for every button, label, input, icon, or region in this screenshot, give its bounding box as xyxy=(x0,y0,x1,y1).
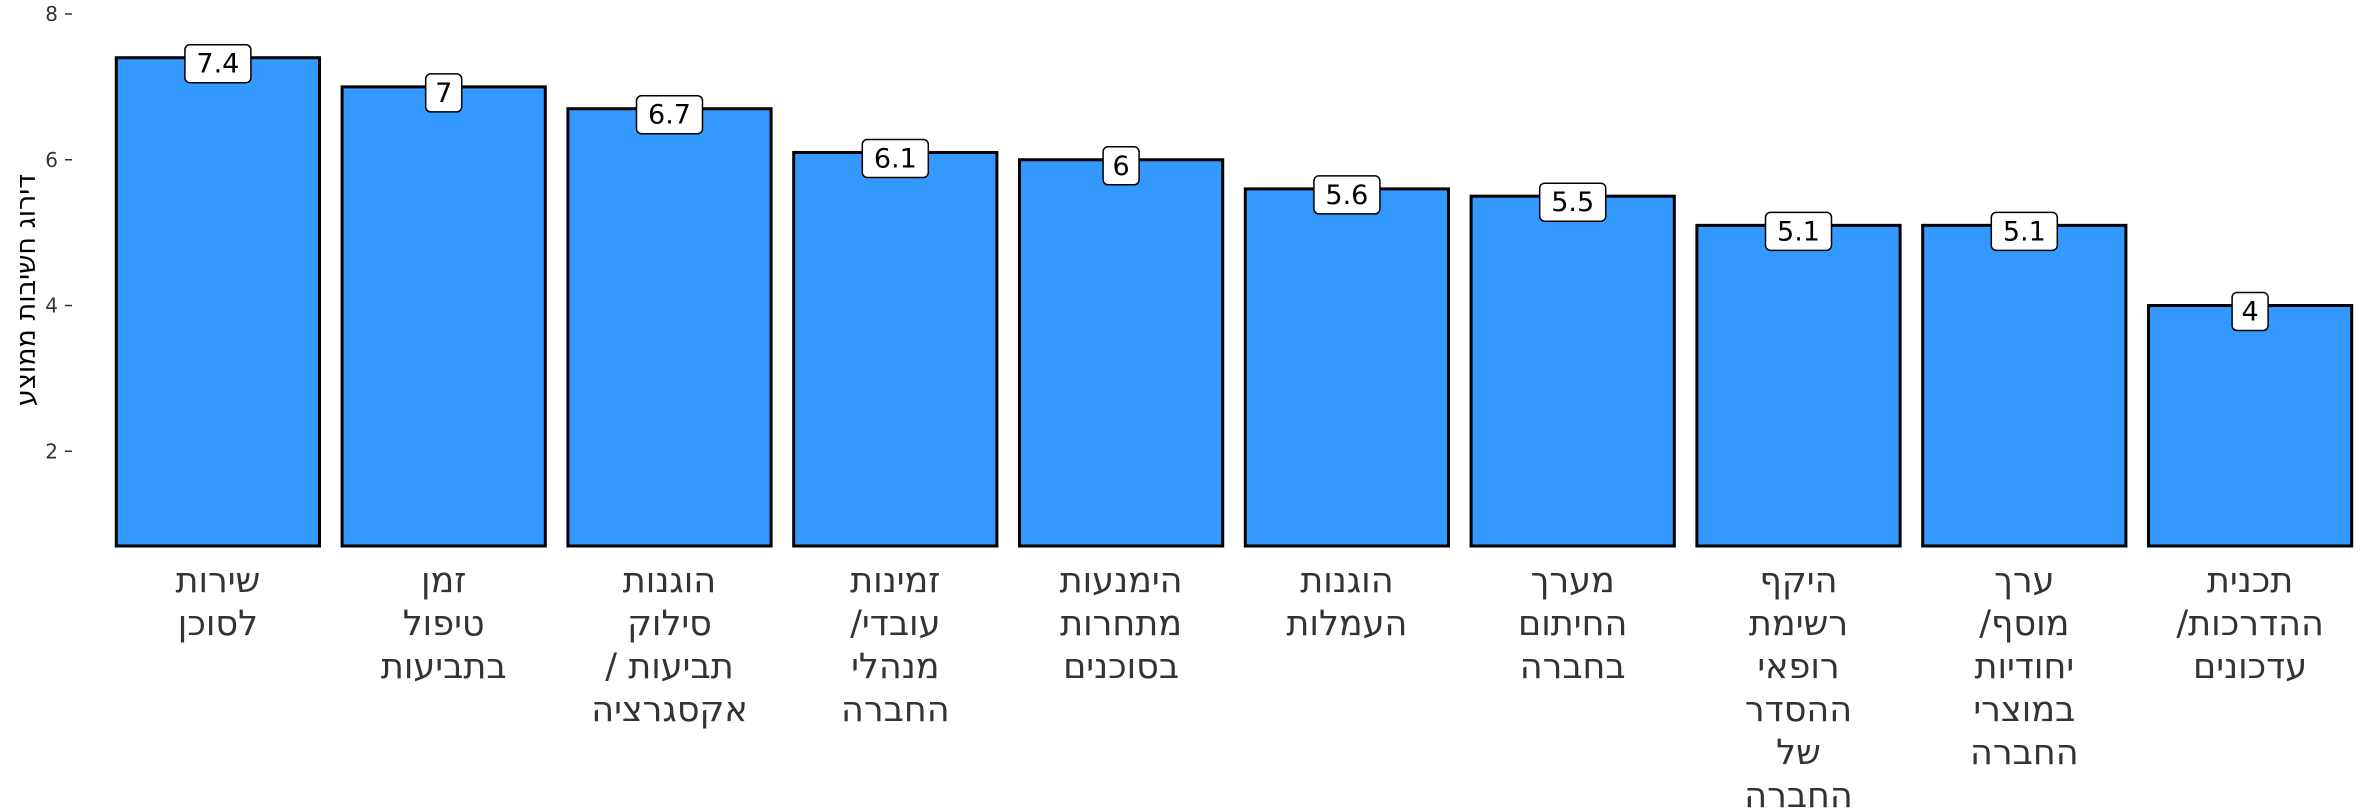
data-label: 6.1 xyxy=(874,143,917,174)
data-label-box xyxy=(1313,175,1381,215)
data-label: 7.4 xyxy=(196,49,239,80)
data-label: 4 xyxy=(2242,297,2259,328)
x-tick-label: הוגנות xyxy=(1300,561,1393,601)
x-tick-label: שירות xyxy=(175,561,260,601)
x-tick-label: היקף xyxy=(1760,561,1838,601)
data-label-box xyxy=(635,94,704,135)
bar xyxy=(1243,187,1451,548)
x-tick-label: במוצרי xyxy=(1973,690,2075,730)
data-label: 6 xyxy=(1113,151,1130,182)
data-label: 5.1 xyxy=(2003,216,2046,247)
y-tick-label: 4 xyxy=(45,294,58,318)
x-tick-label: מנהלי xyxy=(851,647,939,687)
bar xyxy=(1695,223,1902,548)
x-tick-label: החברה xyxy=(841,690,950,730)
x-tick-label: הימנעות xyxy=(1060,561,1183,601)
x-tick-label: העמלות xyxy=(1286,604,1407,644)
bar xyxy=(340,85,547,548)
data-label-box xyxy=(424,73,463,113)
x-tick-label: טיפול xyxy=(403,604,485,644)
data-label-box xyxy=(1764,211,1833,252)
x-tick-label: מתחרות xyxy=(1060,604,1182,644)
bar xyxy=(114,56,322,548)
x-tick-label: רופאי xyxy=(1757,647,1839,687)
bar xyxy=(792,150,999,548)
x-tick-label: לסוכן xyxy=(178,604,258,644)
data-label-box xyxy=(861,138,930,179)
data-label-box xyxy=(1102,146,1140,186)
x-tick-label: בחברה xyxy=(1520,647,1626,687)
x-tick-label: בתביעות xyxy=(381,647,507,687)
x-tick-label: של xyxy=(1776,733,1821,773)
x-tick-label: ההדרכות/ xyxy=(2176,604,2323,644)
x-tick-label: ערך xyxy=(1994,561,2054,601)
x-tick-label: ההסדר xyxy=(1745,690,1852,730)
bar xyxy=(1017,158,1225,548)
bars xyxy=(114,56,2354,548)
x-axis: שירותלסוכןזמןטיפולבתביעותהוגנותסילוקתביע… xyxy=(175,561,2323,812)
x-tick-label: החברה xyxy=(1744,776,1853,812)
x-tick-label: מערך xyxy=(1531,561,1615,601)
x-tick-label: החברה xyxy=(1970,733,2079,773)
data-labels: 7.4 7 6.7 6.1 6 5.6 5.5 5.1 5.1 4 xyxy=(184,43,2269,332)
data-label-box xyxy=(1990,211,2059,252)
data-label: 5.5 xyxy=(1551,187,1594,218)
data-label-box xyxy=(1538,182,1607,222)
data-label: 5.6 xyxy=(1325,180,1368,211)
data-label-box xyxy=(184,43,252,84)
x-tick-label: תביעות / xyxy=(605,647,733,687)
x-tick-label: בסוכנים xyxy=(1063,647,1179,687)
y-axis-label: דירוג חשיבות ממוצע xyxy=(11,174,42,406)
y-axis: 2 4 6 8 xyxy=(45,2,72,463)
x-tick-label: החיתום xyxy=(1518,604,1627,644)
x-tick-label: יחודיות xyxy=(1974,647,2074,687)
x-tick-label: סילוק xyxy=(627,604,712,644)
data-label: 6.7 xyxy=(648,100,691,131)
data-label: 7 xyxy=(435,78,452,109)
x-tick-label: תכנית xyxy=(2207,561,2293,601)
x-tick-label: אקסגרציה xyxy=(591,690,748,730)
y-tick-label: 8 xyxy=(45,2,58,26)
x-tick-label: עדכונים xyxy=(2193,647,2307,687)
x-tick-label: רשימת xyxy=(1749,604,1848,644)
bar xyxy=(1469,194,1676,548)
x-tick-label: הוגנות xyxy=(623,561,716,601)
x-tick-label: זמן xyxy=(421,561,466,601)
x-tick-label: מוסף/ xyxy=(1979,604,2069,644)
x-tick-label: זמינות xyxy=(850,561,940,601)
data-label-box xyxy=(2231,291,2269,332)
y-tick-label: 2 xyxy=(45,439,58,463)
bar xyxy=(1921,223,2128,548)
data-label: 5.1 xyxy=(1777,216,1820,247)
bar xyxy=(566,107,773,548)
x-tick-label: עובדי/ xyxy=(850,604,940,644)
y-tick-label: 6 xyxy=(45,148,58,172)
bar xyxy=(2146,304,2354,548)
